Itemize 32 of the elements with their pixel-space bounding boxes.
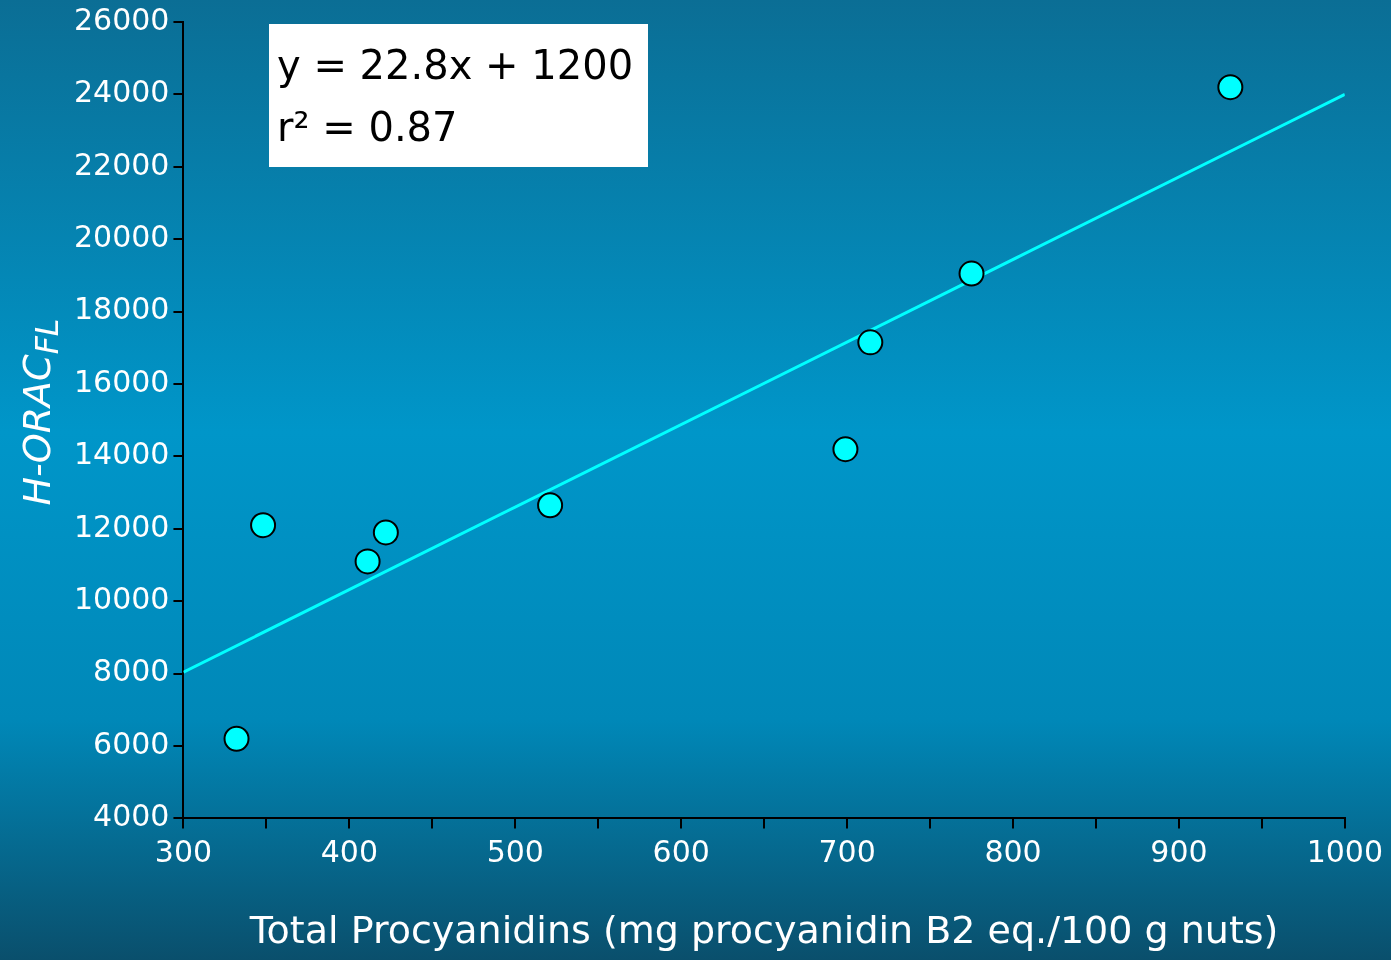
y-tick-label: 24000	[74, 74, 170, 110]
y-tick-label: 16000	[74, 363, 170, 399]
x-tick-label: 700	[818, 834, 876, 870]
point	[1217, 74, 1244, 101]
point	[958, 260, 985, 287]
y-tick-label: 26000	[74, 1, 170, 37]
point	[354, 548, 381, 575]
point	[857, 329, 884, 356]
x-tick-label: 400	[320, 834, 378, 870]
y-tick-label: 18000	[74, 291, 170, 327]
y-tick-label: 10000	[74, 581, 170, 616]
x-tick-label: 900	[1150, 834, 1208, 870]
point	[537, 492, 564, 519]
y-tick-label: 4000	[93, 798, 170, 834]
y-tick-label: 8000	[93, 653, 170, 689]
point	[372, 519, 399, 546]
x-tick-label: 300	[154, 834, 213, 870]
x-tick-label: 800	[984, 834, 1042, 870]
x-axis-title: Total Procyanidins (mg procyanidin B2 eq./100 g nuts)	[248, 908, 1279, 953]
point	[223, 725, 250, 752]
y-tick-label: 14000	[74, 436, 170, 472]
x-tick-label: 600	[652, 834, 710, 870]
annotation: r² = 0.87	[277, 103, 459, 152]
y-tick-label: 12000	[74, 508, 170, 544]
x-tick-label: 1000	[1306, 834, 1384, 870]
y-tick-label: 22000	[74, 146, 170, 182]
y-tick-label: 20000	[74, 219, 170, 254]
annotation: y = 22.8x + 1200	[277, 41, 635, 90]
point	[250, 512, 277, 539]
point	[832, 436, 859, 463]
x-tick-label: 500	[486, 834, 544, 870]
y-tick-label: 6000	[93, 725, 170, 761]
